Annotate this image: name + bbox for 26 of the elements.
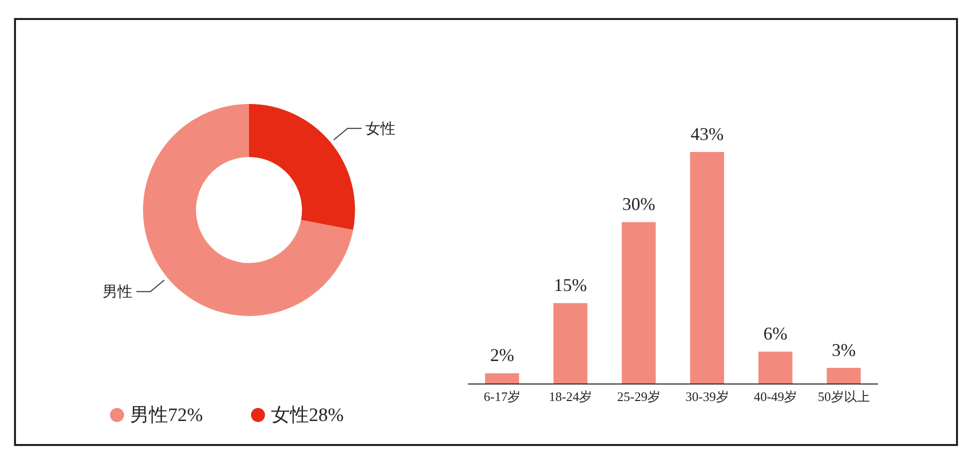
data-label: 15% <box>554 275 587 296</box>
data-label: 2% <box>490 345 514 366</box>
data-label: 28% <box>308 405 344 426</box>
bar <box>826 368 861 384</box>
x-tick-label: 40-49岁 <box>754 389 798 404</box>
bar <box>690 152 724 384</box>
data-label: 6% <box>763 324 788 344</box>
bar <box>485 373 520 384</box>
legend-label: 女性 <box>270 405 309 426</box>
data-label: 43% <box>690 124 724 144</box>
slice-label: 女性 <box>366 120 396 138</box>
donut-slice <box>249 104 355 230</box>
bar <box>758 352 792 384</box>
x-tick-label: 30-39岁 <box>685 389 729 404</box>
x-tick-label: 50岁以上 <box>818 389 870 404</box>
slice-label: 男性 <box>102 284 132 301</box>
bar <box>622 222 656 384</box>
data-label: 3% <box>832 340 856 360</box>
x-tick-label: 6-17岁 <box>484 389 521 404</box>
x-tick-label: 18-24岁 <box>548 389 592 404</box>
x-tick-label: 25-29岁 <box>617 389 661 404</box>
data-label: 72% <box>168 405 203 426</box>
data-label: 30% <box>622 194 656 214</box>
legend-label: 男性 <box>130 405 168 426</box>
donut-slice <box>143 104 354 316</box>
bar <box>553 303 588 384</box>
